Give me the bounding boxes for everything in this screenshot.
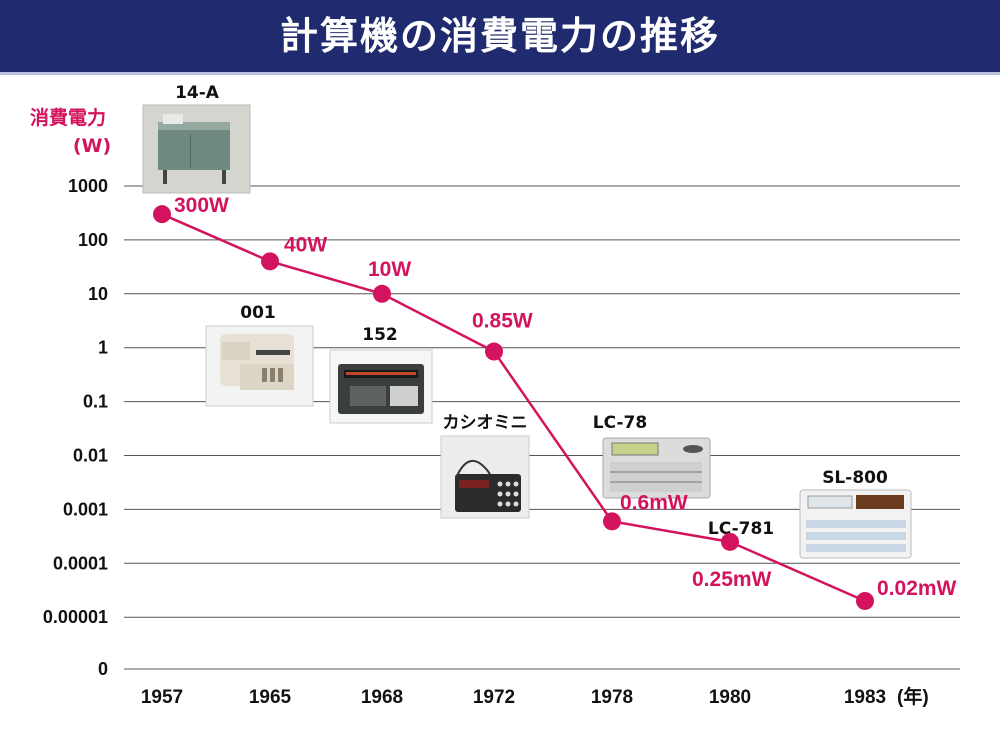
y-tick-label: 0.001 bbox=[63, 499, 108, 519]
product-image-lc78 bbox=[602, 437, 711, 499]
data-label: 0.6mW bbox=[620, 491, 688, 514]
y-tick-label: 1 bbox=[98, 338, 108, 358]
y-tick-labels: 1000 100 10 1 0.1 0.01 0.001 0.0001 0.00001 0 bbox=[43, 176, 108, 679]
data-label: 0.85W bbox=[472, 310, 533, 333]
page-title: 計算機の消費電力の推移 bbox=[0, 0, 1000, 72]
x-tick-label: 1983 bbox=[844, 687, 886, 708]
x-tick-label: 1972 bbox=[473, 687, 515, 708]
y-tick-label: 100 bbox=[78, 230, 108, 250]
product-image-sl800 bbox=[799, 489, 912, 559]
model-label-lc78: LC-78 bbox=[593, 413, 647, 433]
x-tick-label: 1965 bbox=[249, 687, 292, 708]
data-point bbox=[856, 591, 874, 610]
model-label-casio-mini: カシオミニ bbox=[443, 413, 528, 433]
y-tick-label: 0.00001 bbox=[43, 607, 108, 627]
y-tick-label: 0.0001 bbox=[53, 553, 108, 573]
title-divider bbox=[0, 72, 1000, 75]
model-label-152: 152 bbox=[362, 325, 398, 345]
x-tick-label: 1957 bbox=[141, 687, 183, 708]
product-image-14a bbox=[142, 104, 251, 194]
data-label: 0.25mW bbox=[692, 568, 772, 591]
model-label-lc781: LC-781 bbox=[708, 519, 774, 539]
y-tick-label: 1000 bbox=[68, 176, 108, 196]
model-label-001: 001 bbox=[240, 303, 276, 323]
data-point bbox=[603, 512, 621, 531]
data-point bbox=[373, 284, 391, 303]
data-label: 0.02mW bbox=[877, 577, 957, 600]
product-image-001 bbox=[205, 325, 314, 407]
y-axis-title-line1: 消費電力 bbox=[30, 106, 106, 129]
y-axis-title-line2: (W) bbox=[73, 135, 111, 157]
gridlines bbox=[124, 185, 960, 670]
product-image-152 bbox=[329, 349, 433, 424]
data-point bbox=[485, 342, 503, 361]
data-label: 40W bbox=[284, 233, 327, 256]
x-tick-label: 1980 bbox=[709, 687, 751, 708]
x-tick-label: 1978 bbox=[591, 687, 633, 708]
product-image-casio-mini bbox=[440, 435, 530, 519]
data-label: 300W bbox=[174, 194, 229, 217]
x-tick-label: 1968 bbox=[361, 687, 403, 708]
data-labels: 300W 40W 10W 0.85W 0.6mW 0.25mW 0.02mW bbox=[174, 194, 957, 600]
data-point bbox=[261, 252, 279, 271]
x-axis-unit: (年) bbox=[897, 685, 929, 708]
data-point bbox=[721, 532, 739, 551]
x-tick-labels: 1957 1965 1968 1972 1978 1980 1983 (年) bbox=[141, 685, 929, 708]
data-label: 10W bbox=[368, 258, 411, 281]
model-label-14a: 14-A bbox=[175, 83, 220, 103]
data-point bbox=[153, 205, 171, 224]
y-tick-label: 10 bbox=[88, 284, 108, 304]
y-tick-label: 0 bbox=[98, 659, 108, 679]
model-label-sl800: SL-800 bbox=[822, 468, 888, 488]
y-tick-label: 0.01 bbox=[73, 446, 108, 466]
y-tick-label: 0.1 bbox=[83, 392, 108, 412]
series-line bbox=[161, 213, 866, 603]
power-series bbox=[153, 205, 874, 610]
